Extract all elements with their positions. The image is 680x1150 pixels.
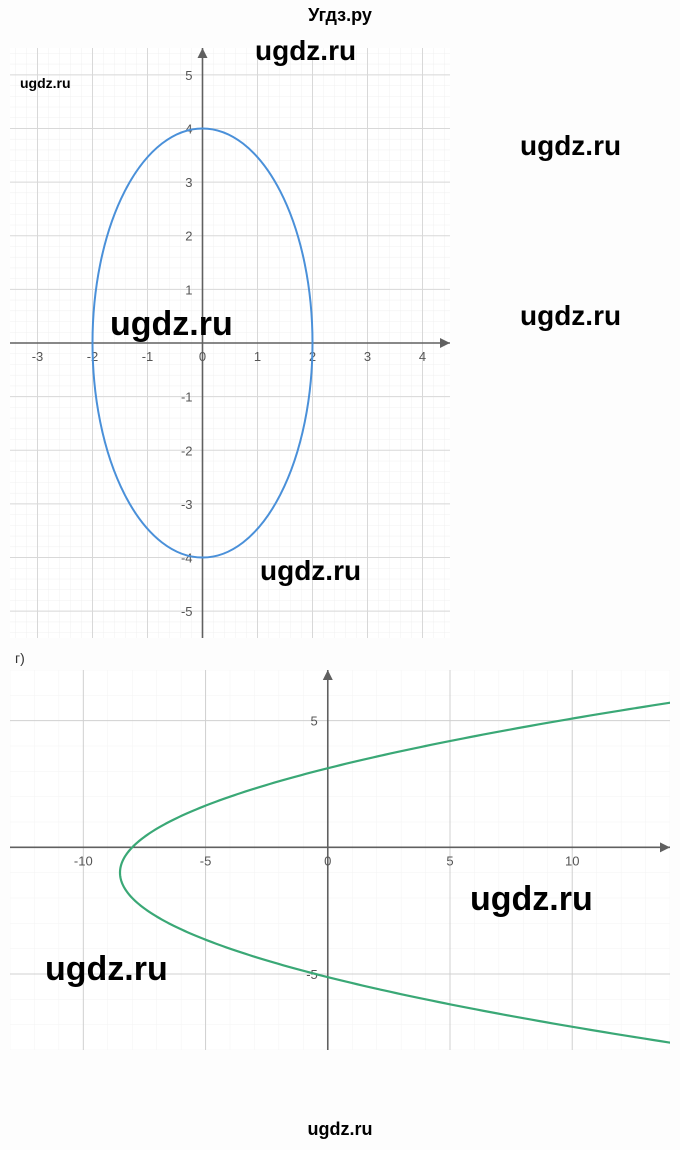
- svg-text:0: 0: [324, 853, 331, 868]
- footer-label: ugdz.ru: [308, 1119, 373, 1139]
- svg-text:-2: -2: [181, 443, 193, 458]
- svg-text:-3: -3: [32, 349, 44, 364]
- svg-text:-1: -1: [142, 349, 154, 364]
- svg-text:3: 3: [185, 175, 192, 190]
- svg-text:-5: -5: [181, 604, 193, 619]
- page-root: Угдз.ру в) -3-2-101234-5-4-3-2-112345 г)…: [0, 0, 680, 1150]
- site-name: Угдз.ру: [308, 5, 372, 25]
- svg-text:1: 1: [254, 349, 261, 364]
- svg-text:5: 5: [185, 68, 192, 83]
- chart-g-svg: -10-50510-55: [10, 670, 670, 1050]
- watermark-6: ugdz.ru: [260, 555, 361, 587]
- footer-text: ugdz.ru: [0, 1119, 680, 1140]
- svg-text:-5: -5: [200, 853, 212, 868]
- watermark-2: ugdz.ru: [255, 35, 356, 67]
- svg-text:1: 1: [185, 282, 192, 297]
- watermark-1: ugdz.ru: [20, 75, 71, 91]
- svg-text:0: 0: [199, 349, 206, 364]
- section-g-label: г): [15, 650, 25, 666]
- svg-text:-10: -10: [74, 853, 93, 868]
- chart-g-container: -10-50510-55: [10, 670, 670, 1050]
- watermark-7: ugdz.ru: [470, 880, 593, 919]
- svg-text:4: 4: [419, 349, 426, 364]
- watermark-4: ugdz.ru: [520, 300, 621, 332]
- watermark-3: ugdz.ru: [520, 130, 621, 162]
- svg-text:5: 5: [446, 853, 453, 868]
- svg-text:3: 3: [364, 349, 371, 364]
- watermark-5: ugdz.ru: [110, 305, 233, 344]
- site-header: Угдз.ру: [0, 5, 680, 26]
- watermark-8: ugdz.ru: [45, 950, 168, 989]
- svg-text:5: 5: [311, 714, 318, 729]
- svg-text:-1: -1: [181, 390, 193, 405]
- svg-text:10: 10: [565, 853, 579, 868]
- svg-text:-4: -4: [181, 551, 193, 566]
- svg-text:2: 2: [185, 229, 192, 244]
- svg-text:-3: -3: [181, 497, 193, 512]
